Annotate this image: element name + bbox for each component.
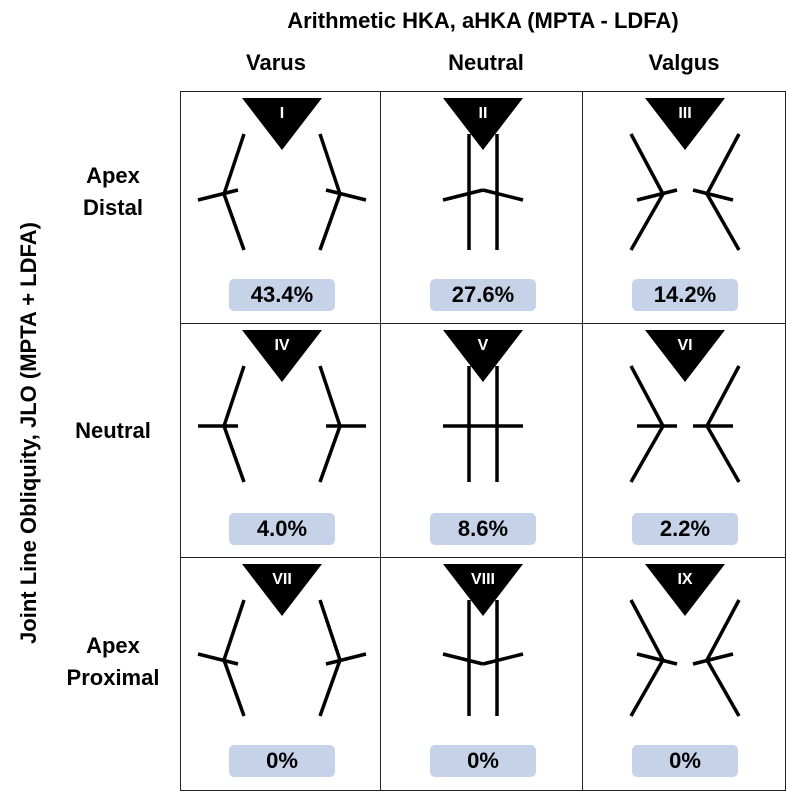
phenotype-numeral: II: [478, 105, 488, 122]
percentage-badge: 0%: [430, 745, 536, 777]
left-leg: [198, 365, 246, 483]
phenotype-triangle: [242, 98, 322, 150]
leg-alignment-figure: [442, 98, 524, 250]
phenotype-cell-iv: IV 4.0%: [180, 323, 382, 559]
phenotype-triangle: [443, 98, 523, 150]
phenotype-triangle: [443, 330, 523, 382]
phenotype-numeral: V: [477, 337, 489, 354]
phenotype-triangle: [645, 564, 725, 616]
phenotype-numeral: III: [678, 105, 692, 122]
phenotype-triangle: [242, 564, 322, 616]
leg-alignment-figure: [197, 564, 367, 717]
right-leg: [692, 133, 741, 251]
right-leg: [482, 134, 524, 250]
phenotype-cell-v: V 8.6%: [380, 323, 584, 559]
row-header-line: Distal: [83, 195, 143, 220]
right-leg: [318, 133, 367, 251]
column-header-valgus: Valgus: [648, 50, 720, 75]
phenotype-cell-viii: VIII 0%: [380, 557, 584, 791]
row-header-line: Apex: [86, 163, 140, 188]
phenotype-cell-vi: VI 2.2%: [582, 323, 786, 559]
left-leg: [629, 599, 678, 717]
phenotype-numeral: IV: [274, 337, 290, 354]
phenotype-cell-iii: III 14.2%: [582, 91, 786, 325]
row-header-line: Proximal: [66, 665, 160, 690]
phenotype-triangle: [443, 564, 523, 616]
phenotype-numeral: I: [279, 105, 285, 122]
leg-alignment-figure: [197, 98, 367, 251]
row-header-neutral: Neutral: [50, 415, 176, 447]
phenotype-numeral: IX: [677, 571, 693, 588]
left-leg: [443, 366, 483, 482]
phenotype-cell-i: I 43.4%: [180, 91, 382, 325]
leg-alignment-figure: [629, 330, 741, 483]
percentage-badge: 0%: [229, 745, 335, 777]
left-leg: [197, 599, 246, 717]
leg-alignment-figure: [629, 564, 741, 717]
percentage-badge: 43.4%: [229, 279, 335, 311]
phenotype-numeral: VI: [677, 337, 693, 354]
phenotype-numeral: VIII: [470, 571, 495, 588]
phenotype-cell-ix: IX 0%: [582, 557, 786, 791]
leg-alignment-figure: [442, 564, 524, 716]
column-header-neutral: Neutral: [448, 50, 524, 75]
percentage-badge: 14.2%: [632, 279, 738, 311]
phenotype-cell-vii: VII 0%: [180, 557, 382, 791]
left-leg: [629, 133, 678, 251]
left-leg: [442, 134, 484, 250]
percentage-badge: 4.0%: [229, 513, 335, 545]
right-leg: [482, 600, 524, 716]
row-header-apex-distal: Apex Distal: [50, 160, 176, 224]
phenotype-triangle: [242, 330, 322, 382]
phenotype-triangle: [645, 330, 725, 382]
percentage-badge: 2.2%: [632, 513, 738, 545]
right-leg: [692, 599, 741, 717]
phenotype-cell-ii: II 27.6%: [380, 91, 584, 325]
phenotype-triangle: [645, 98, 725, 150]
percentage-badge: 8.6%: [430, 513, 536, 545]
percentage-badge: 0%: [632, 745, 738, 777]
row-header-line: Apex: [86, 633, 140, 658]
row-header-line: Neutral: [75, 418, 151, 443]
percentage-badge: 27.6%: [430, 279, 536, 311]
right-leg: [318, 365, 366, 483]
diagram-title: Arithmetic HKA, aHKA (MPTA - LDFA): [287, 8, 679, 33]
right-leg: [318, 599, 367, 717]
right-leg: [693, 365, 741, 483]
left-leg: [629, 365, 677, 483]
right-leg: [483, 366, 523, 482]
leg-alignment-figure: [443, 330, 523, 482]
row-header-apex-proximal: Apex Proximal: [50, 630, 176, 694]
leg-alignment-figure: [629, 98, 741, 251]
phenotype-grid: I 43.4% II 27.6% III 14.2% IV 4.0% V 8.6% VI 2.2% VI…: [180, 91, 786, 791]
left-leg: [442, 600, 484, 716]
phenotype-numeral: VII: [272, 571, 292, 588]
leg-alignment-figure: [198, 330, 366, 483]
y-axis-title: Joint Line Obliquity, JLO (MPTA + LDFA): [16, 222, 41, 644]
left-leg: [197, 133, 246, 251]
column-header-varus: Varus: [246, 50, 306, 75]
